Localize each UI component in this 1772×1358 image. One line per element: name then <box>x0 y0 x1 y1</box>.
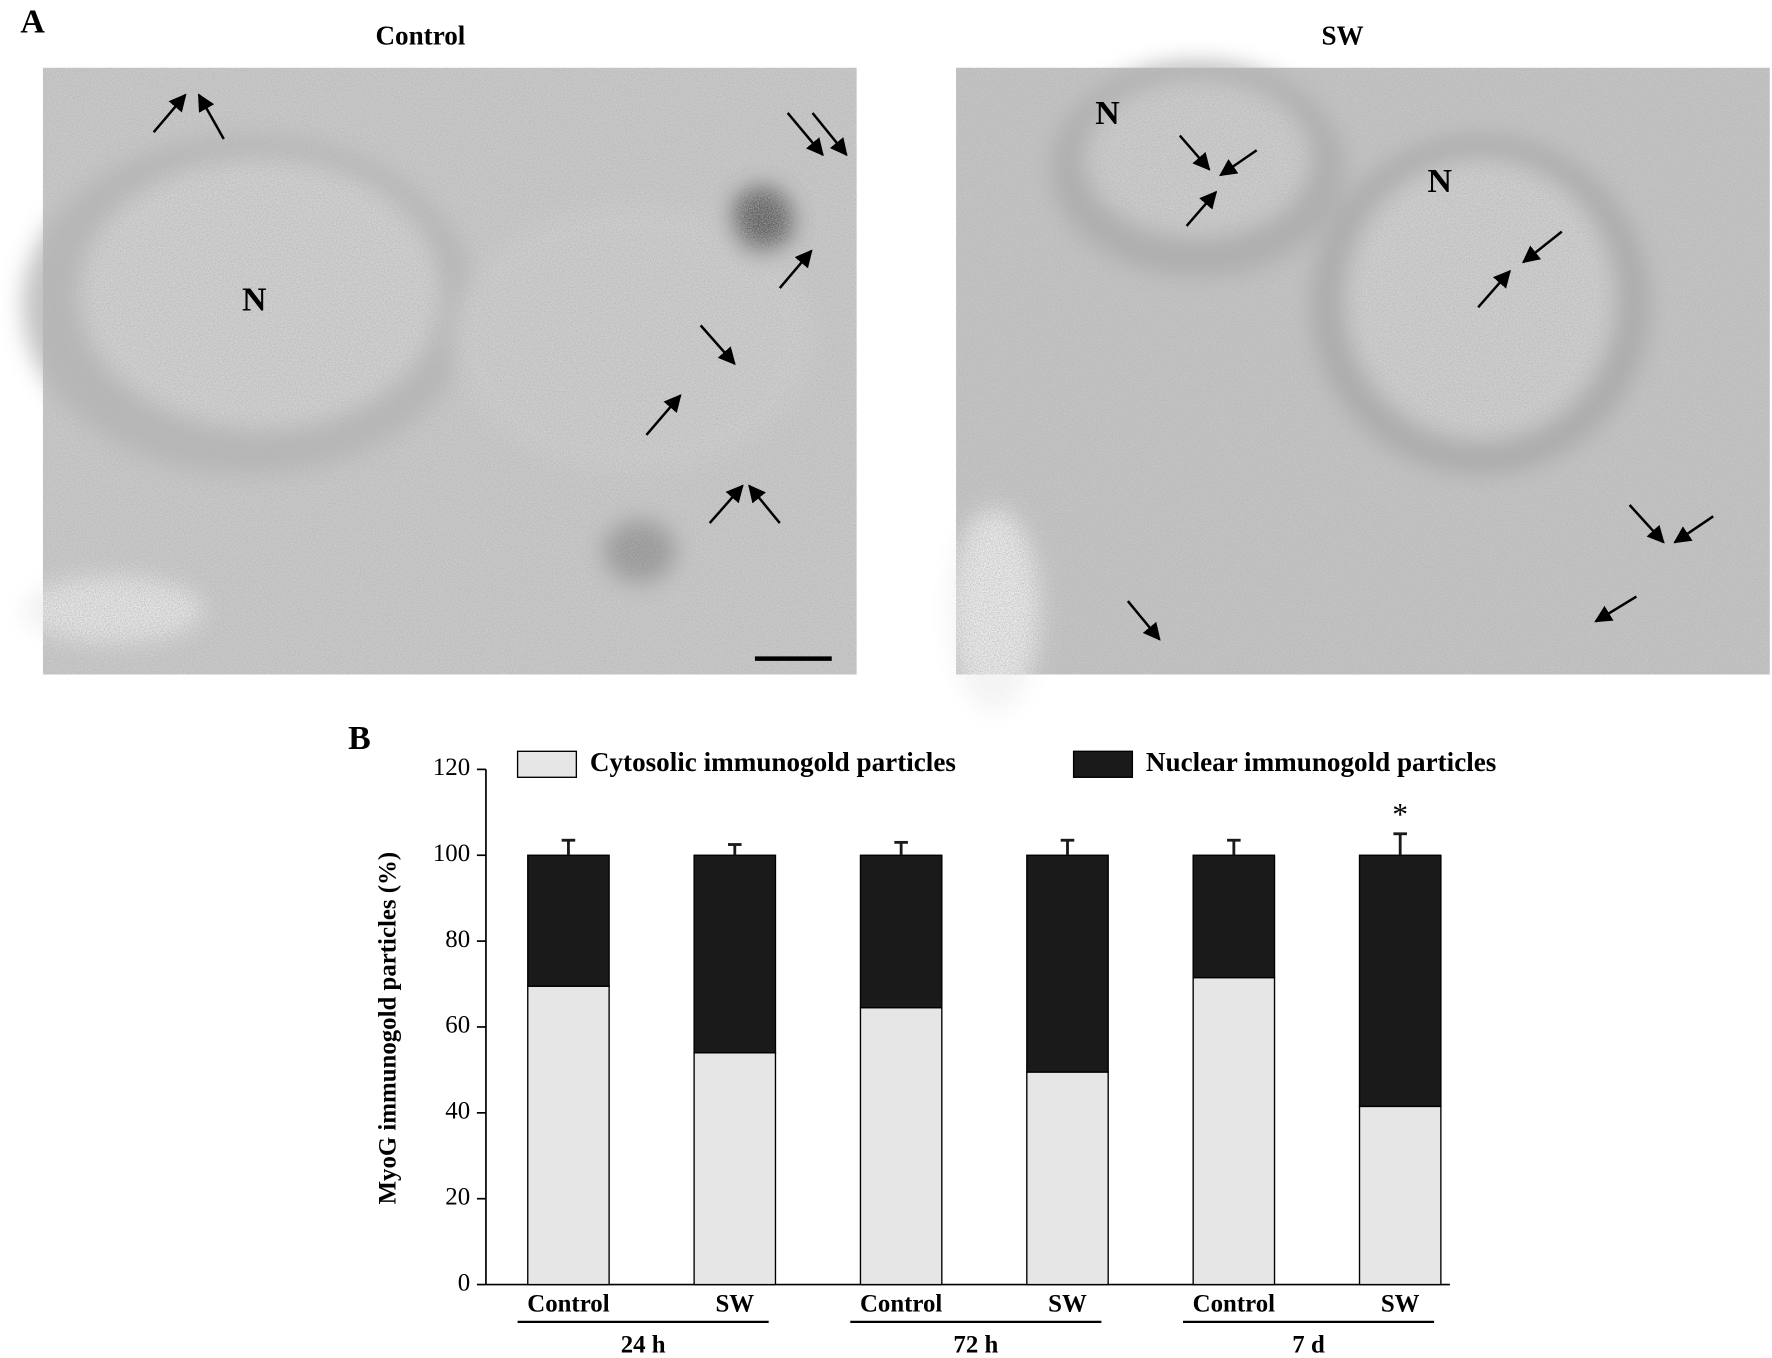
x-tick-label: SW <box>1048 1291 1087 1318</box>
nucleus-label: N <box>242 282 267 319</box>
error-bar <box>1393 832 1407 856</box>
x-tick-label: SW <box>715 1291 754 1318</box>
y-tick-label: 20 <box>445 1183 470 1210</box>
error-bar <box>1227 838 1241 856</box>
legend-label: Cytosolic immunogold particles <box>590 747 956 777</box>
error-bar <box>894 840 908 856</box>
legend-label: Nuclear immunogold particles <box>1146 747 1496 777</box>
bar-segment <box>859 854 943 1009</box>
y-tick-label: 100 <box>433 840 470 867</box>
bar-segment <box>1358 1105 1442 1286</box>
group-label: 7 d <box>1292 1331 1325 1358</box>
y-tick-label: 0 <box>458 1269 470 1296</box>
bar-segment <box>693 1052 777 1286</box>
legend-swatch <box>1072 750 1134 778</box>
bar-segment <box>527 854 610 987</box>
group-label: 72 h <box>953 1331 998 1358</box>
x-tick-label: Control <box>1193 1291 1275 1318</box>
bar-segment <box>1026 1071 1109 1286</box>
bar-segment <box>693 854 777 1054</box>
chart: 0 20 40 60 80 100 120 Control SW Control SW Control… <box>433 747 1497 1358</box>
y-tick-label: 40 <box>445 1098 470 1125</box>
x-tick-label: Control <box>860 1291 942 1318</box>
image-title: SW <box>1321 21 1363 51</box>
image-title: Control <box>375 21 465 51</box>
bar-segment <box>1192 854 1276 979</box>
y-tick-label: 120 <box>433 754 470 781</box>
panel-label: A <box>20 4 45 41</box>
nucleus-label: N <box>1428 163 1453 200</box>
annotation: * <box>1392 797 1408 832</box>
micrograph: N N <box>949 62 1770 712</box>
error-bar <box>728 843 742 856</box>
y-tick-label: 80 <box>445 926 470 953</box>
panel-label: B <box>348 720 371 757</box>
x-tick-label: SW <box>1381 1291 1420 1318</box>
bar-segment <box>527 985 610 1286</box>
bar-segment <box>1358 854 1442 1108</box>
bar-segment <box>859 1006 943 1286</box>
legend-swatch <box>516 750 578 778</box>
nucleus-label: N <box>1095 95 1120 132</box>
bar-segment <box>1026 854 1109 1073</box>
group-label: 24 h <box>621 1331 666 1358</box>
micrograph: N <box>22 67 857 675</box>
x-tick-label: Control <box>527 1291 609 1318</box>
error-bar <box>561 838 576 856</box>
y-tick-label: 60 <box>445 1012 470 1039</box>
error-bar <box>1060 838 1075 856</box>
bar-segment <box>1192 976 1276 1286</box>
y-axis-title: MyoG immunogold particles (%) <box>375 852 402 1205</box>
